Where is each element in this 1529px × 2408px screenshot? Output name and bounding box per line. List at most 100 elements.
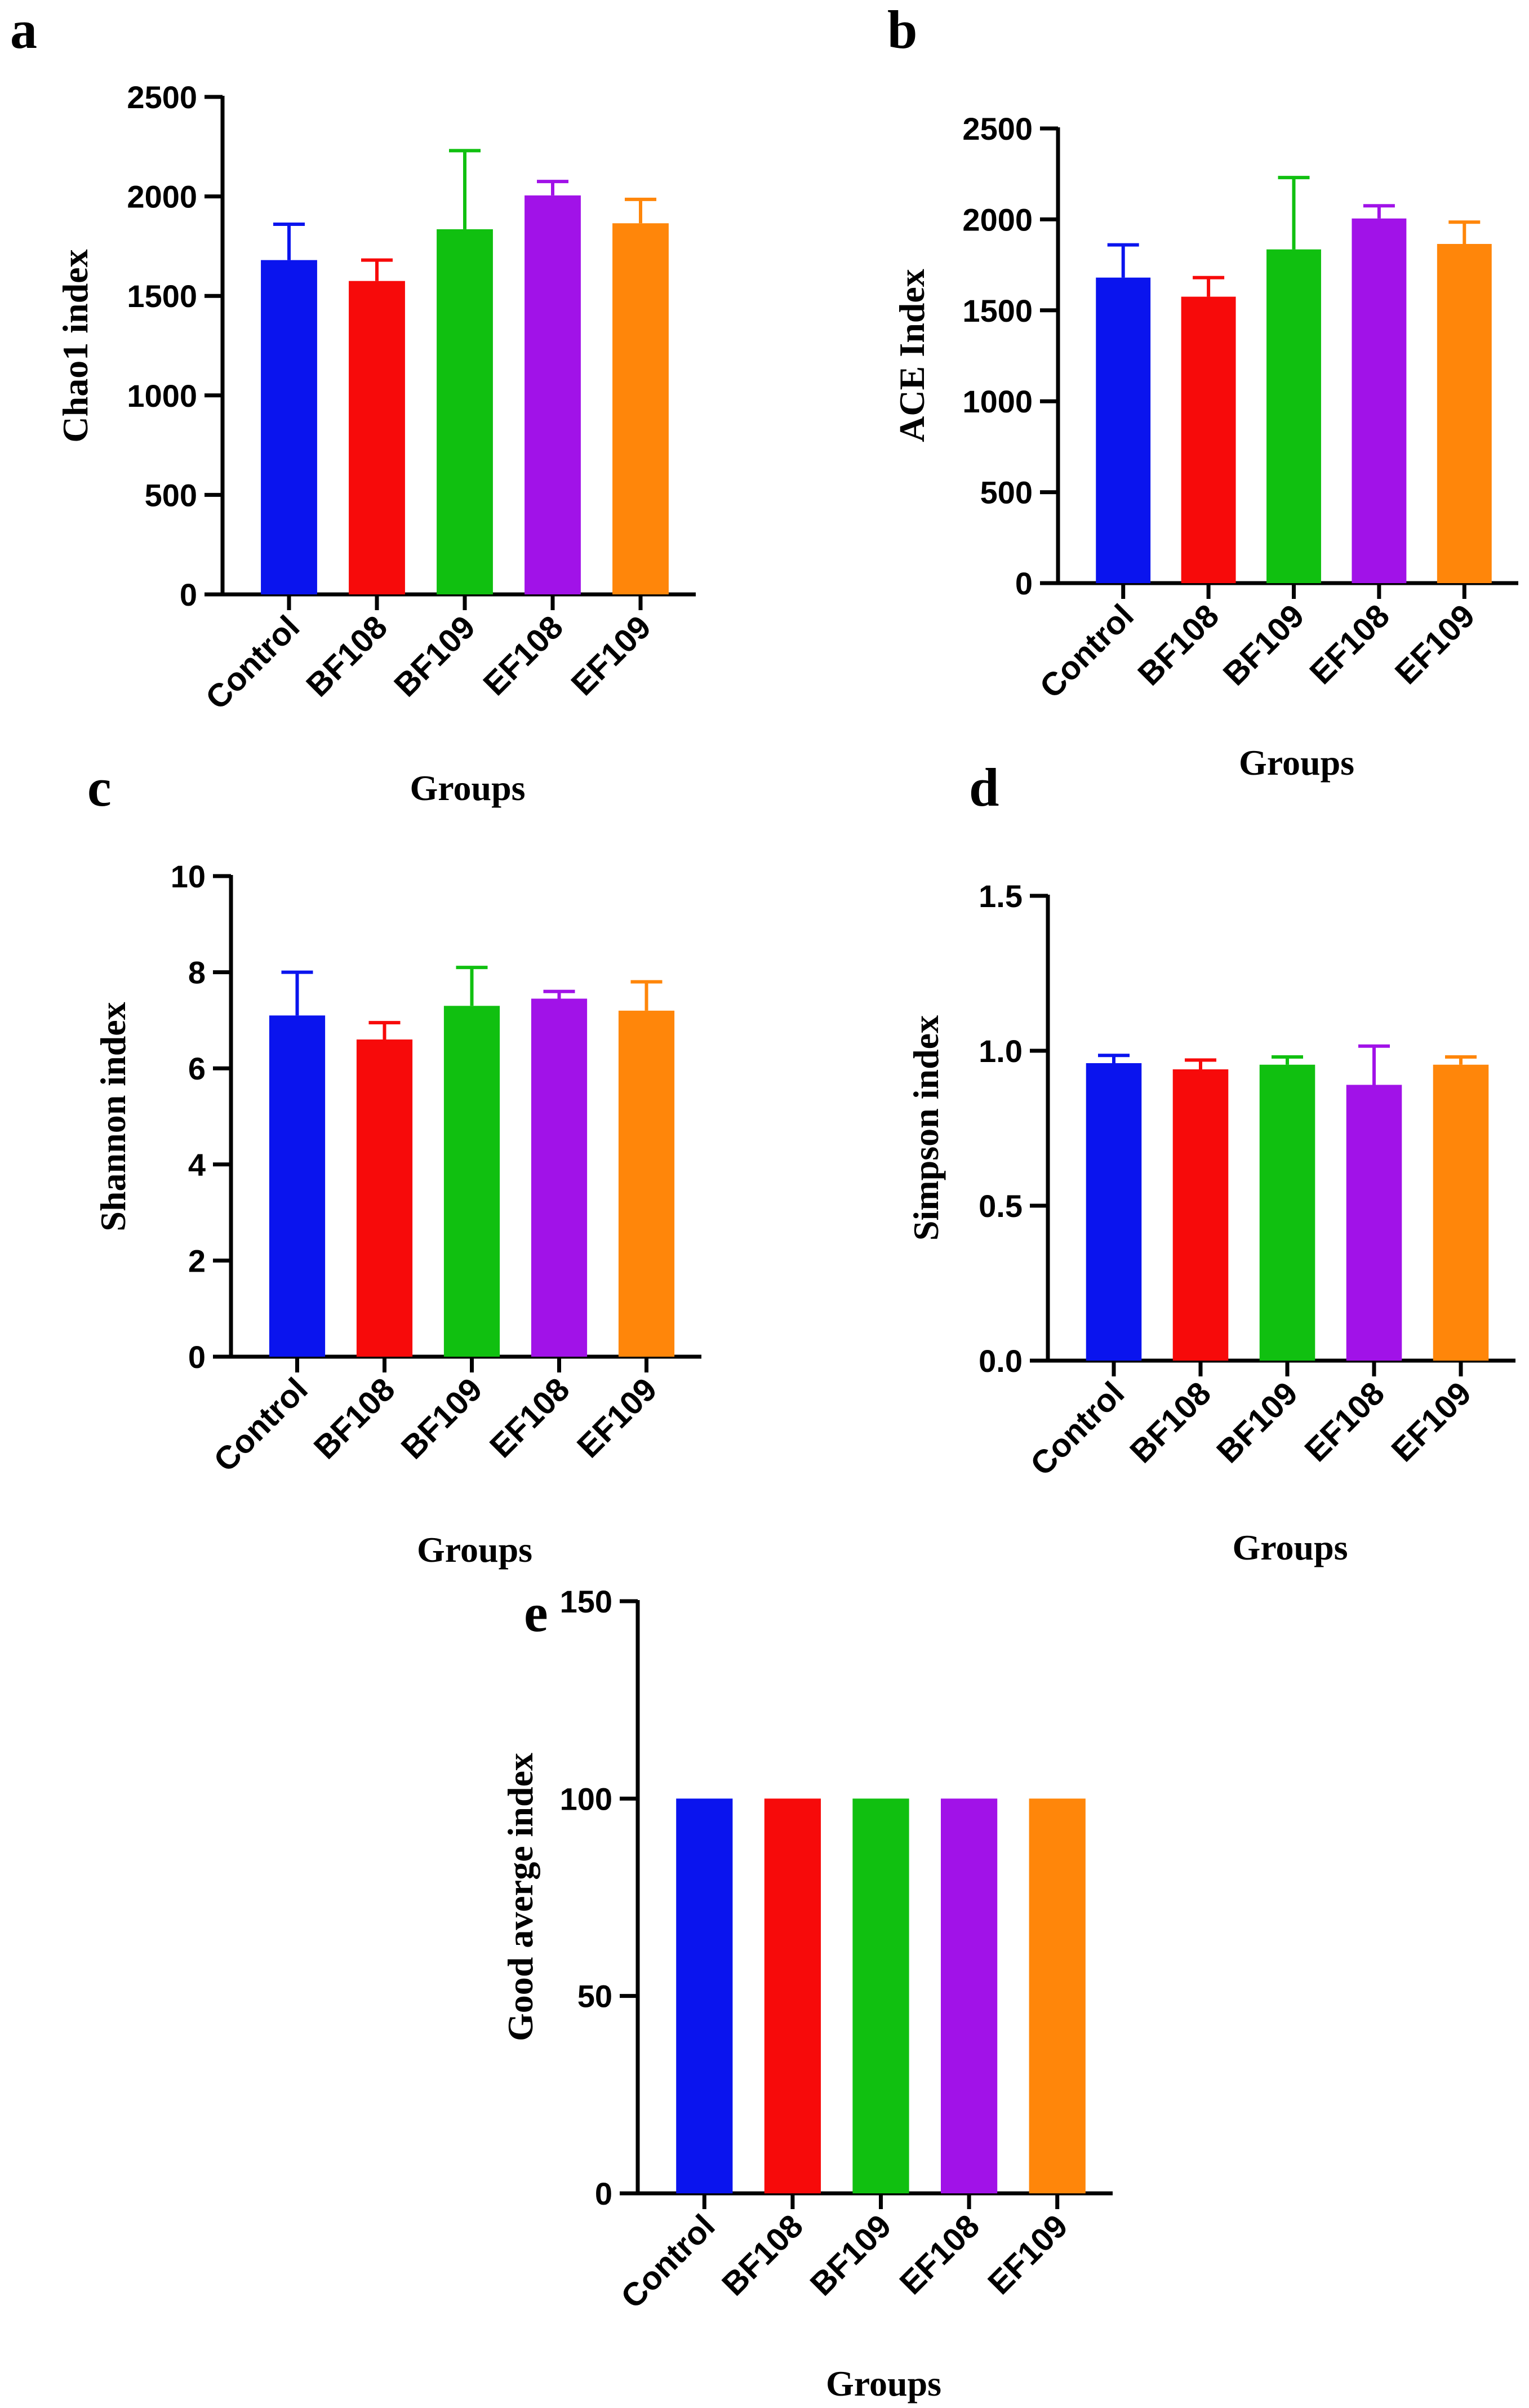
bar-bf108 xyxy=(356,1039,413,1357)
x-category-label: EF108 xyxy=(1303,597,1397,691)
y-tick-label: 2 xyxy=(188,1243,206,1278)
x-category-label: EF109 xyxy=(564,608,658,703)
y-tick-label: 500 xyxy=(145,477,197,513)
y-tick-label: 6 xyxy=(188,1051,206,1086)
panel-e-letter: e xyxy=(524,1583,548,1643)
x-category-label: EF108 xyxy=(483,1371,577,1465)
x-category-label: BF109 xyxy=(1210,1375,1305,1470)
y-tick-label: 0 xyxy=(595,2176,612,2211)
x-category-label: Control xyxy=(198,608,306,717)
bar-control xyxy=(269,1015,326,1357)
x-category-label: BF108 xyxy=(307,1371,402,1466)
x-category-label: EF108 xyxy=(476,608,570,703)
y-tick-label: 100 xyxy=(560,1781,612,1816)
x-category-label: Control xyxy=(1033,597,1141,705)
x-category-label: BF109 xyxy=(803,2207,899,2303)
panel-a: a 05001000150020002500ControlBF108BF109E… xyxy=(10,0,696,808)
y-tick-label: 500 xyxy=(980,475,1033,510)
x-category-label: EF108 xyxy=(1297,1375,1392,1469)
bar-bf108 xyxy=(764,1798,821,2193)
x-category-label: EF109 xyxy=(1388,597,1482,691)
y-axis-title: Simpson index xyxy=(906,1015,946,1241)
bar-bf108 xyxy=(349,281,405,595)
y-tick-label: 1500 xyxy=(962,293,1033,328)
x-category-label: EF109 xyxy=(1384,1375,1478,1469)
y-tick-label: 50 xyxy=(577,1979,612,2014)
bar-ef108 xyxy=(940,1798,998,2193)
y-tick-label: 2000 xyxy=(962,202,1033,237)
x-category-label: Control xyxy=(207,1371,315,1479)
y-tick-label: 0 xyxy=(1015,566,1033,601)
y-tick-label: 1500 xyxy=(127,278,197,314)
bar-ef109 xyxy=(1433,1064,1489,1361)
x-category-label: BF108 xyxy=(1123,1375,1218,1470)
bar-ef108 xyxy=(531,998,588,1357)
bar-control xyxy=(261,260,317,594)
y-tick-label: 1.5 xyxy=(979,878,1023,914)
y-tick-label: 2000 xyxy=(127,179,197,215)
bar-bf109 xyxy=(437,229,493,594)
bar-bf108 xyxy=(1172,1069,1229,1361)
y-tick-label: 1000 xyxy=(127,378,197,414)
bar-ef109 xyxy=(612,223,669,595)
x-category-label: BF108 xyxy=(299,608,394,704)
bar-ef109 xyxy=(618,1010,675,1357)
panel-d: d 0.0 0.5 1.0 1.5 ControlBF108BF109EF108EF10… xyxy=(906,757,1515,1567)
bar-ef108 xyxy=(525,195,581,595)
x-category-label: EF109 xyxy=(570,1371,664,1465)
x-axis-title: Groups xyxy=(826,2363,941,2403)
x-category-label: BF108 xyxy=(715,2207,810,2303)
bar-control xyxy=(1086,1063,1142,1361)
bar-bf109 xyxy=(852,1798,909,2193)
panel-b: b 05001000150020002500ControlBF108BF109E… xyxy=(887,0,1518,783)
x-category-label: Control xyxy=(614,2207,722,2316)
y-tick-label: 0 xyxy=(188,1339,206,1375)
y-tick-label: 2500 xyxy=(127,79,197,115)
panel-b-chart: 05001000150020002500ControlBF108BF109EF1… xyxy=(892,111,1518,783)
bar-ef108 xyxy=(1352,218,1407,583)
x-category-label: Control xyxy=(1023,1375,1131,1483)
x-category-label: BF109 xyxy=(394,1371,490,1466)
panel-d-letter: d xyxy=(969,757,999,818)
y-tick-label: 0.5 xyxy=(979,1188,1023,1224)
y-tick-label: 0 xyxy=(180,577,197,612)
bar-ef109 xyxy=(1029,1798,1086,2193)
bar-control xyxy=(676,1798,733,2193)
x-axis-title: Groups xyxy=(1232,1527,1348,1567)
x-category-label: BF109 xyxy=(1216,597,1312,692)
x-category-label: BF109 xyxy=(387,608,482,704)
y-tick-label: 1.0 xyxy=(979,1033,1023,1069)
bar-bf109 xyxy=(1259,1064,1315,1361)
bar-bf109 xyxy=(443,1006,500,1357)
x-category-label: EF108 xyxy=(892,2207,986,2302)
bar-bf108 xyxy=(1181,296,1236,583)
bar-bf109 xyxy=(1266,249,1321,583)
y-axis-title: Shannon index xyxy=(93,1002,133,1231)
x-category-label: EF109 xyxy=(981,2207,1075,2302)
panel-a-chart: 05001000150020002500ControlBF108BF109EF1… xyxy=(55,79,696,808)
bar-ef109 xyxy=(1437,243,1492,583)
x-axis-title: Groups xyxy=(417,1530,532,1570)
y-tick-label: 8 xyxy=(188,955,206,990)
x-axis-title: Groups xyxy=(410,768,525,808)
y-tick-label: 4 xyxy=(188,1147,206,1183)
y-tick-label: 0.0 xyxy=(979,1343,1023,1379)
y-axis-title: Good averge index xyxy=(500,1753,540,2041)
bar-control xyxy=(1096,277,1151,583)
bar-ef108 xyxy=(1346,1085,1402,1361)
y-axis-title: Chao1 index xyxy=(55,249,95,442)
y-axis-title: ACE Index xyxy=(892,269,932,442)
panel-b-letter: b xyxy=(887,0,917,60)
y-tick-label: 2500 xyxy=(962,111,1033,146)
x-category-label: BF108 xyxy=(1131,597,1226,692)
y-tick-label: 1000 xyxy=(962,384,1033,419)
y-tick-label: 10 xyxy=(171,859,206,894)
y-tick-label: 150 xyxy=(560,1584,612,1619)
x-axis-title: Groups xyxy=(1239,743,1354,783)
